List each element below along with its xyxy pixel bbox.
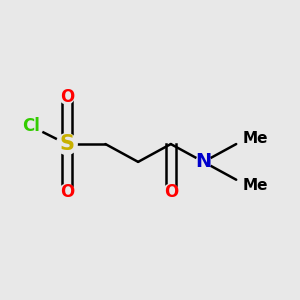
Text: O: O [60, 183, 74, 201]
Circle shape [59, 89, 74, 104]
Text: O: O [164, 183, 178, 201]
Text: Cl: Cl [22, 117, 40, 135]
Text: Me: Me [242, 178, 268, 193]
Circle shape [19, 114, 43, 138]
Circle shape [196, 154, 211, 169]
Text: Me: Me [242, 130, 268, 146]
Circle shape [164, 184, 178, 199]
Circle shape [56, 134, 77, 154]
Text: S: S [59, 134, 74, 154]
Circle shape [59, 184, 74, 199]
Text: O: O [60, 88, 74, 106]
Text: N: N [195, 152, 212, 171]
